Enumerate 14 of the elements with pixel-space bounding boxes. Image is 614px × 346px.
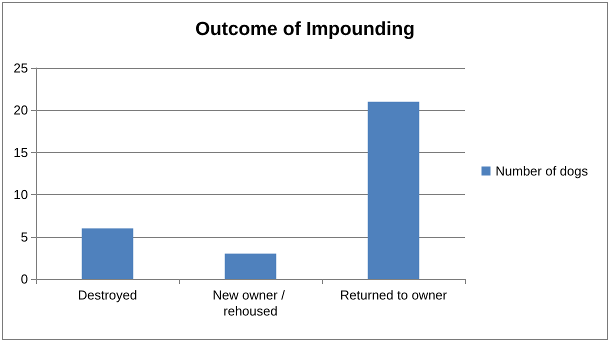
x-tick-label: Returned to owner xyxy=(340,288,448,302)
bar xyxy=(224,254,276,279)
y-tick-label: 20 xyxy=(14,102,28,118)
legend-label: Number of dogs xyxy=(496,164,588,178)
y-tick-label: 5 xyxy=(20,229,28,244)
y-tick-label: 10 xyxy=(14,187,28,202)
y-tick-label: 25 xyxy=(14,60,28,76)
y-tick-label: 15 xyxy=(14,144,28,160)
bar xyxy=(368,102,420,279)
chart-title: Outcome of Impounding xyxy=(195,19,415,40)
x-tick-label: New owner / rehoused xyxy=(212,288,288,318)
y-tick-label: 0 xyxy=(20,272,28,286)
x-tick-label: Destroyed xyxy=(78,288,138,302)
bar xyxy=(82,228,134,279)
